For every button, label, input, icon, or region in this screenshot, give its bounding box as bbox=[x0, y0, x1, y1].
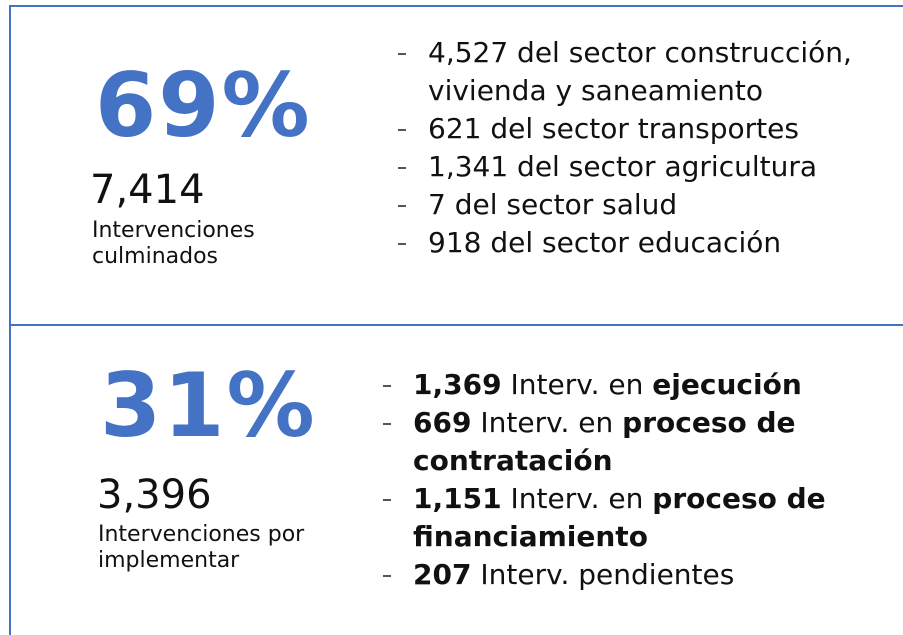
bullet-dash bbox=[398, 205, 406, 207]
section: 31% 3,396 Intervenciones por implementar 1,… bbox=[0, 320, 903, 635]
count: 7,414 bbox=[90, 167, 205, 213]
item-text: Interv. en bbox=[501, 482, 653, 515]
item-text: 1,151 bbox=[413, 482, 502, 515]
item-text: Interv. en bbox=[471, 406, 623, 439]
caption: Intervenciones culminados bbox=[92, 218, 255, 269]
bullet-dash bbox=[398, 243, 406, 245]
caption: Intervenciones por implementar bbox=[98, 522, 305, 573]
bullet-dash bbox=[383, 575, 391, 577]
item-text: 1,341 del sector agricultura bbox=[428, 150, 818, 183]
bullet-dash bbox=[398, 167, 406, 169]
percent: 31% bbox=[100, 354, 317, 457]
list-item: 207 Interv. pendientes bbox=[383, 556, 883, 594]
bullet-dash bbox=[398, 129, 406, 131]
bullet-dash bbox=[383, 423, 391, 425]
list-item: 669 Interv. en proceso de contratación bbox=[383, 404, 883, 480]
list-item: 4,527 del sector construcción, vivienda … bbox=[398, 34, 883, 110]
bullet-dash bbox=[398, 53, 406, 55]
item-list: 1,369 Interv. en ejecución 669 Interv. en… bbox=[383, 366, 883, 594]
item-text: proceso de financiamiento bbox=[413, 482, 836, 553]
item-text: 4,527 del sector construcción, vivienda … bbox=[428, 36, 861, 107]
count: 3,396 bbox=[97, 472, 212, 518]
section: 69% 7,414 Intervenciones culminados 4,527 d… bbox=[90, 34, 883, 269]
list-item: 1,341 del sector agricultura bbox=[398, 148, 883, 186]
item-text: 1,369 bbox=[413, 368, 502, 401]
list-item: 7 del sector salud bbox=[398, 186, 883, 224]
item-text: 669 bbox=[413, 406, 472, 439]
list-item: 621 del sector transportes bbox=[398, 110, 883, 148]
bullet-dash bbox=[383, 385, 391, 387]
item-text: 207 bbox=[413, 558, 472, 591]
list-item: 918 del sector educación bbox=[398, 224, 883, 262]
percent: 69% bbox=[95, 54, 312, 157]
item-list: 4,527 del sector construcción, vivienda … bbox=[398, 34, 883, 262]
list-item: 1,151 Interv. en proceso de financiamien… bbox=[383, 480, 883, 556]
divider bbox=[9, 324, 903, 326]
item-text: ejecución bbox=[652, 368, 802, 401]
item-text: proceso de contratación bbox=[413, 406, 806, 477]
frame-top bbox=[9, 5, 903, 7]
bullet-dash bbox=[383, 499, 391, 501]
item-text: 7 del sector salud bbox=[428, 188, 678, 221]
frame-left bbox=[9, 5, 11, 635]
item-text: Interv. pendientes bbox=[471, 558, 735, 591]
list-item: 1,369 Interv. en ejecución bbox=[383, 366, 883, 404]
item-text: 918 del sector educación bbox=[428, 226, 782, 259]
item-text: 621 del sector transportes bbox=[428, 112, 799, 145]
item-text: Interv. en bbox=[501, 368, 653, 401]
